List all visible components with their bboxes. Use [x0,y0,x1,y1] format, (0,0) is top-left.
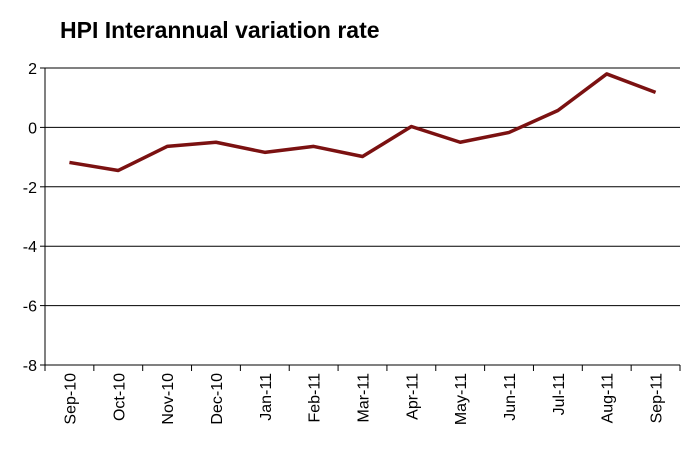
x-tick-label: Sep-10 [62,373,79,425]
x-tick-label: Aug-11 [600,373,617,424]
x-tick-label: Feb-11 [307,373,324,423]
y-tick-label: 2 [28,61,37,78]
x-tick-label: Oct-10 [111,373,128,421]
y-tick-label: -2 [23,180,37,197]
y-tick-label: -6 [23,299,37,316]
x-tick-label: Nov-10 [160,373,177,425]
line-series [69,72,657,173]
x-tick-label: Jul-11 [551,373,568,415]
x-tick-label: Sep-11 [649,373,666,424]
y-tick-label: 0 [28,120,37,137]
x-tick-label: Jan-11 [258,373,275,421]
x-tick-label: Apr-11 [404,373,421,420]
y-tick-label: -8 [23,358,37,375]
chart-title: HPI Interannual variation rate [60,17,380,43]
x-tick-label: Dec-10 [209,373,226,425]
y-tick-label: -4 [23,239,37,256]
x-tick-label: May-11 [453,373,470,425]
x-tick-label: Mar-11 [356,373,373,423]
x-tick-label: Jun-11 [502,373,519,421]
